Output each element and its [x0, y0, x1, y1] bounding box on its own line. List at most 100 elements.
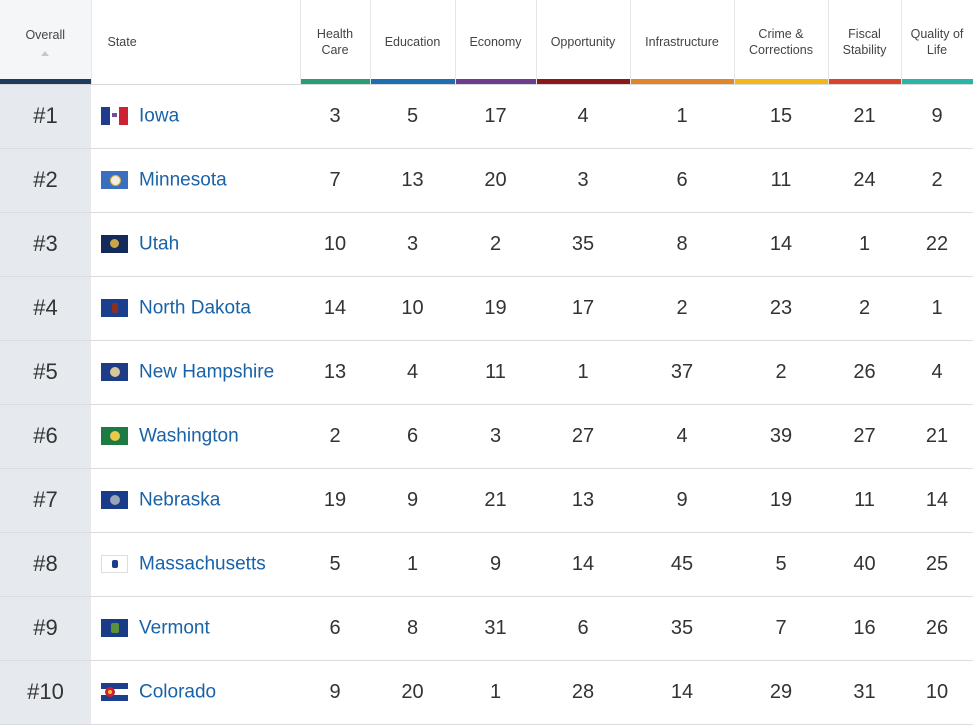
education-rank: 5 [370, 84, 455, 149]
infrastructure-rank: 8 [630, 212, 734, 277]
column-color-bar [734, 78, 828, 84]
education-rank: 13 [370, 148, 455, 213]
state-link[interactable]: Utah [139, 233, 180, 255]
crime-corrections-rank: 19 [734, 468, 828, 533]
education-rank: 6 [370, 404, 455, 469]
state-link[interactable]: Nebraska [139, 489, 221, 511]
state-cell: Nebraska [91, 468, 300, 533]
column-color-bar [630, 78, 734, 84]
column-header-opportunity[interactable]: Opportunity [536, 0, 631, 85]
state-cell: Utah [91, 212, 300, 277]
table-row: #1 Iowa 3 5 17 4 1 15 21 9 [0, 84, 973, 149]
column-header-label: State [107, 34, 137, 49]
economy-rank: 17 [455, 84, 536, 149]
economy-rank: 1 [455, 660, 536, 725]
state-cell: Iowa [91, 84, 300, 149]
sort-arrow-icon [41, 51, 50, 57]
state-cell: Colorado [91, 660, 300, 725]
crime-corrections-rank: 2 [734, 340, 828, 405]
quality-of-life-rank: 2 [901, 148, 973, 213]
infrastructure-rank: 37 [630, 340, 734, 405]
new-hampshire-flag-icon [101, 363, 128, 382]
health-care-rank: 13 [300, 340, 370, 405]
infrastructure-rank: 4 [630, 404, 734, 469]
quality-of-life-rank: 9 [901, 84, 973, 149]
health-care-rank: 6 [300, 596, 370, 661]
nebraska-flag-icon [101, 491, 128, 510]
quality-of-life-rank: 14 [901, 468, 973, 533]
column-header-infrastructure[interactable]: Infrastructure [630, 0, 735, 85]
quality-of-life-rank: 4 [901, 340, 973, 405]
fiscal-stability-rank: 2 [828, 276, 901, 341]
economy-rank: 2 [455, 212, 536, 277]
state-link[interactable]: Iowa [139, 105, 180, 127]
column-color-bar [0, 78, 91, 84]
health-care-rank: 14 [300, 276, 370, 341]
state-link[interactable]: Colorado [139, 681, 217, 703]
fiscal-stability-rank: 1 [828, 212, 901, 277]
quality-of-life-rank: 26 [901, 596, 973, 661]
health-care-rank: 9 [300, 660, 370, 725]
education-rank: 3 [370, 212, 455, 277]
state-link[interactable]: Washington [139, 425, 239, 447]
column-header-crime-corrections[interactable]: Crime & Corrections [734, 0, 829, 85]
state-cell: Minnesota [91, 148, 300, 213]
column-header-label: Education [384, 34, 441, 49]
economy-rank: 20 [455, 148, 536, 213]
overall-rank: #1 [0, 84, 91, 149]
education-rank: 4 [370, 340, 455, 405]
education-rank: 8 [370, 596, 455, 661]
fiscal-stability-rank: 27 [828, 404, 901, 469]
education-rank: 1 [370, 532, 455, 597]
crime-corrections-rank: 7 [734, 596, 828, 661]
fiscal-stability-rank: 21 [828, 84, 901, 149]
column-header-economy[interactable]: Economy [455, 0, 537, 85]
table-row: #5 New Hampshire 13 4 11 1 37 2 26 4 [0, 340, 973, 405]
column-header-fiscal-stability[interactable]: Fiscal Stability [828, 0, 902, 85]
crime-corrections-rank: 39 [734, 404, 828, 469]
state-link[interactable]: Massachusetts [139, 553, 266, 575]
infrastructure-rank: 9 [630, 468, 734, 533]
column-header-quality-of-life[interactable]: Quality of Life [901, 0, 973, 85]
crime-corrections-rank: 23 [734, 276, 828, 341]
column-header-label: Overall [25, 28, 66, 43]
column-header-health-care[interactable]: Health Care [300, 0, 371, 85]
table-row: #2 Minnesota 7 13 20 3 6 11 24 2 [0, 148, 973, 213]
opportunity-rank: 3 [536, 148, 630, 213]
quality-of-life-rank: 21 [901, 404, 973, 469]
crime-corrections-rank: 15 [734, 84, 828, 149]
opportunity-rank: 35 [536, 212, 630, 277]
overall-rank: #3 [0, 212, 91, 277]
massachusetts-flag-icon [101, 555, 128, 574]
column-header-overall[interactable]: Overall [0, 0, 92, 85]
column-header-label: Health Care [316, 26, 354, 57]
infrastructure-rank: 6 [630, 148, 734, 213]
column-color-bar [901, 78, 973, 84]
fiscal-stability-rank: 26 [828, 340, 901, 405]
overall-rank: #8 [0, 532, 91, 597]
opportunity-rank: 28 [536, 660, 630, 725]
infrastructure-rank: 45 [630, 532, 734, 597]
fiscal-stability-rank: 40 [828, 532, 901, 597]
column-color-bar [370, 78, 455, 84]
vermont-flag-icon [101, 619, 128, 638]
education-rank: 10 [370, 276, 455, 341]
economy-rank: 9 [455, 532, 536, 597]
education-rank: 20 [370, 660, 455, 725]
infrastructure-rank: 1 [630, 84, 734, 149]
state-link[interactable]: Minnesota [139, 169, 227, 191]
opportunity-rank: 17 [536, 276, 630, 341]
column-header-state[interactable]: State [91, 0, 301, 85]
economy-rank: 19 [455, 276, 536, 341]
economy-rank: 11 [455, 340, 536, 405]
state-link[interactable]: New Hampshire [139, 361, 275, 383]
column-color-bar [455, 78, 536, 84]
minnesota-flag-icon [101, 171, 128, 190]
opportunity-rank: 27 [536, 404, 630, 469]
opportunity-rank: 1 [536, 340, 630, 405]
economy-rank: 21 [455, 468, 536, 533]
state-link[interactable]: North Dakota [139, 297, 251, 319]
column-header-education[interactable]: Education [370, 0, 456, 85]
state-link[interactable]: Vermont [139, 617, 210, 639]
